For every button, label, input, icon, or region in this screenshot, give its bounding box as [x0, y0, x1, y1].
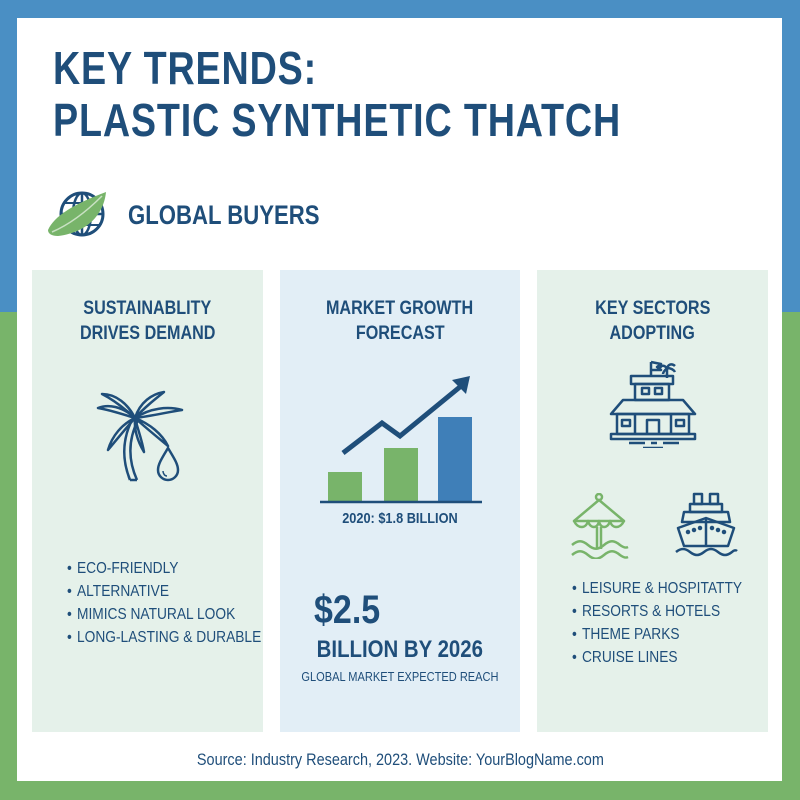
title-line-2: PLASTIC SYNTHETIC THATCH [53, 94, 622, 146]
list-item: MIMICS NATURAL LOOK [67, 603, 261, 626]
panel-title: SUSTAINABLITY DRIVES DEMAND [79, 298, 216, 344]
list-item: LONG-LASTING & DURABLE [67, 626, 261, 649]
panel-key-sectors: KEY SECTORS ADOPTING [537, 270, 768, 732]
list-item: LEISURE & HOSPITATTY [572, 577, 742, 600]
forecast-caption: GLOBAL MARKET EXPECTED REACH [301, 669, 499, 684]
page-title: KEY TRENDS: PLASTIC SYNTHETIC THATCH [53, 42, 621, 146]
list-item: THEME PARKS [572, 623, 742, 646]
beach-umbrella-icon [571, 493, 629, 559]
growth-chart-icon [320, 376, 482, 504]
panel-title: MARKET GROWTH FORECAST [326, 298, 474, 344]
forecast-value: $2.5 [314, 588, 381, 632]
brand-name: GLOBAL BUYERS [128, 199, 320, 230]
palm-tree-drop-icon [96, 390, 184, 482]
brand: GLOBAL BUYERS [44, 186, 362, 244]
chart-note: 2020: $1.8 BILLION [342, 510, 458, 527]
panel-title: KEY SECTORS ADOPTING [594, 298, 711, 344]
forecast-subtitle: BILLION BY 2026 [316, 636, 484, 663]
source-footer: Source: Industry Research, 2023. Website… [196, 750, 604, 769]
list-item: ALTERNATIVE [67, 580, 261, 603]
panel-sustainability: SUSTAINABLITY DRIVES DEMAND ECO-FRIENDLY… [32, 270, 263, 732]
list-item: CRUISE LINES [572, 646, 742, 669]
globe-leaf-icon [48, 191, 106, 237]
panel-market-growth: MARKET GROWTH FORECAST 2020: $1.8 BILLIO… [280, 270, 520, 732]
sector-bullets: LEISURE & HOSPITATTY RESORTS & HOTELS TH… [572, 577, 770, 669]
list-item: RESORTS & HOTELS [572, 600, 742, 623]
title-line-1: KEY TRENDS: [53, 42, 318, 94]
resort-building-icon [609, 360, 697, 448]
sustainability-bullets: ECO-FRIENDLY ALTERNATIVE MIMICS NATURAL … [67, 557, 293, 649]
cruise-ship-icon [675, 492, 738, 557]
list-item: ECO-FRIENDLY [67, 557, 261, 580]
